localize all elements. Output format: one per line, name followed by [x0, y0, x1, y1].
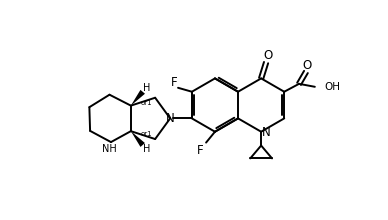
Text: or1: or1	[141, 131, 152, 137]
Text: F: F	[197, 144, 203, 157]
Text: N: N	[262, 126, 270, 139]
Text: N: N	[166, 112, 175, 125]
Text: O: O	[302, 59, 312, 72]
Polygon shape	[131, 131, 145, 147]
Text: or1: or1	[141, 100, 152, 106]
Text: NH: NH	[102, 144, 116, 154]
Text: OH: OH	[325, 82, 341, 92]
Text: H: H	[143, 83, 150, 93]
Text: O: O	[263, 49, 273, 62]
Text: H: H	[143, 144, 150, 154]
Text: F: F	[171, 76, 177, 89]
Polygon shape	[131, 90, 145, 106]
